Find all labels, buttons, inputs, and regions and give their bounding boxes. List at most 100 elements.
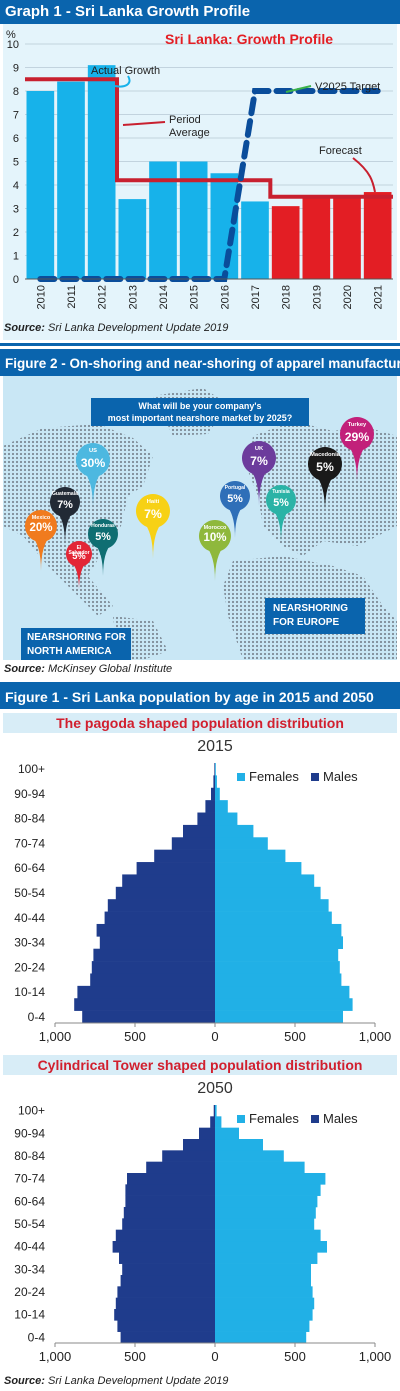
y-tick-label: 80-84 (14, 812, 45, 826)
pin-value: 5% (95, 530, 111, 543)
x-tick-label: 0 (211, 1349, 218, 1364)
y-tick-label: 50-54 (14, 886, 45, 900)
legend-label-females: Females (249, 769, 299, 784)
pin-country: Haiti (146, 499, 160, 506)
pin-value: 30% (80, 456, 106, 471)
bar-males (117, 1286, 215, 1298)
legend-swatch-females (237, 773, 245, 781)
y-tick-label: 8 (13, 86, 19, 98)
bar-males (82, 1010, 215, 1024)
y-tick-label: 2 (13, 227, 19, 239)
annotation-forecast: Forecast (319, 145, 362, 157)
map-pin-tunisia: Tunisia 5% (266, 485, 296, 542)
bar-females (215, 923, 342, 937)
pin-value: 5% (227, 492, 243, 505)
y-tick-label: 5 (13, 157, 19, 169)
bar-males (115, 1229, 215, 1242)
bar-females (215, 886, 321, 900)
y-tick-label: 20-24 (14, 1285, 45, 1299)
y-tick-label: 80-84 (14, 1149, 45, 1163)
graph1-header: Graph 1 - Sri Lanka Growth Profile (0, 0, 400, 24)
annotation-period: Period (169, 114, 201, 126)
figure1-panel: Figure 1 - Sri Lanka population by age i… (0, 682, 400, 1391)
bar-males (213, 1105, 215, 1117)
y-tick-label: 7 (13, 110, 19, 122)
bar-females (215, 1161, 305, 1174)
y-tick-label: 4 (13, 180, 19, 192)
bar-actual-growth (57, 81, 85, 279)
bar-females (215, 1127, 239, 1140)
bar-forecast (302, 196, 331, 279)
bar-males (213, 775, 215, 789)
nearshoring-na-box: NEARSHORING FOR NORTH AMERICA (21, 628, 131, 660)
bar-males (104, 911, 215, 925)
figure2-header: Figure 2 - On-shoring and near-shoring o… (0, 352, 400, 376)
pin-country: Morocco (203, 524, 227, 531)
x-tick-label: 2020 (342, 285, 354, 309)
bar-females (215, 998, 353, 1011)
y-tick-label: 6 (13, 133, 19, 145)
bar-males (171, 837, 215, 850)
pin-value: 7% (250, 454, 268, 469)
pin-value: 7% (144, 507, 162, 522)
bar-females (215, 1275, 311, 1287)
bar-males (123, 1207, 215, 1219)
graph1-source-text: Sri Lanka Development Update 2019 (48, 322, 229, 334)
annotation-arrow (122, 121, 166, 126)
x-tick-label: 2010 (35, 285, 47, 309)
x-tick-label: 1,000 (39, 1349, 72, 1364)
bar-forecast (271, 206, 300, 279)
pin-value: 7% (57, 498, 73, 511)
bar-females (215, 812, 238, 826)
y-tick-label: 10-14 (14, 1308, 45, 1322)
pyramid-year-title: 2050 (197, 1080, 233, 1097)
nearshoring-eu-box: NEARSHORING FOR EUROPE (265, 598, 365, 634)
bar-females (215, 1218, 315, 1230)
bar-females (215, 837, 268, 850)
bar-males (99, 936, 215, 950)
map-pin-morocco: Morocco 10% (199, 520, 231, 581)
y-tick-label: 70-74 (14, 1172, 45, 1186)
bar-males (183, 1139, 215, 1151)
annotation-arrow (285, 85, 312, 93)
bar-males (125, 1184, 215, 1196)
pin-country: Turkey (347, 422, 367, 429)
y-tick-label: 90-94 (14, 787, 45, 801)
x-tick-label: 500 (124, 1349, 146, 1364)
pin-value: 29% (344, 430, 370, 445)
bar-males (127, 1173, 215, 1185)
north-america-landmass (3, 424, 153, 616)
legend-label-males: Males (323, 1111, 358, 1126)
map-pin-mexico: Mexico 20% (25, 510, 57, 571)
bar-males (136, 862, 215, 875)
pyramid-2015-title: The pagoda shaped population distributio… (3, 713, 397, 733)
graph1-source-label: Source: (4, 322, 45, 334)
figure1-source-label: Source: (4, 1375, 45, 1387)
pin-value: 5% (72, 550, 86, 561)
x-tick-label: 2017 (250, 285, 262, 309)
figure2-panel: Figure 2 - On-shoring and near-shoring o… (0, 349, 400, 685)
bar-females (215, 1297, 315, 1310)
pin-value: 5% (316, 460, 334, 475)
y-tick-label: 100+ (18, 1104, 45, 1118)
bar-males (119, 1252, 215, 1264)
bar-males (205, 800, 215, 813)
x-tick-label: 2015 (189, 285, 201, 309)
y-tick-label: 60-64 (14, 1194, 45, 1208)
survey-question-box: What will be your company's most importa… (91, 398, 309, 426)
bar-females (215, 787, 220, 801)
bar-females (215, 1263, 311, 1276)
bar-females (215, 1309, 313, 1321)
pyramid-year-title: 2015 (197, 738, 233, 755)
nearshoring-na-line1: NEARSHORING FOR (27, 632, 126, 643)
x-tick-label: 500 (124, 1029, 146, 1044)
bar-females (215, 1184, 321, 1196)
bar-males (122, 1263, 215, 1276)
y-tick-label: 0-4 (28, 1330, 46, 1344)
bar-females (215, 862, 302, 875)
map-pin-turkey: Turkey 29% (340, 417, 374, 482)
bar-males (146, 1161, 215, 1174)
map-pin-us: US 30% (76, 443, 110, 508)
bar-females (215, 849, 286, 863)
bar-females (215, 948, 339, 962)
